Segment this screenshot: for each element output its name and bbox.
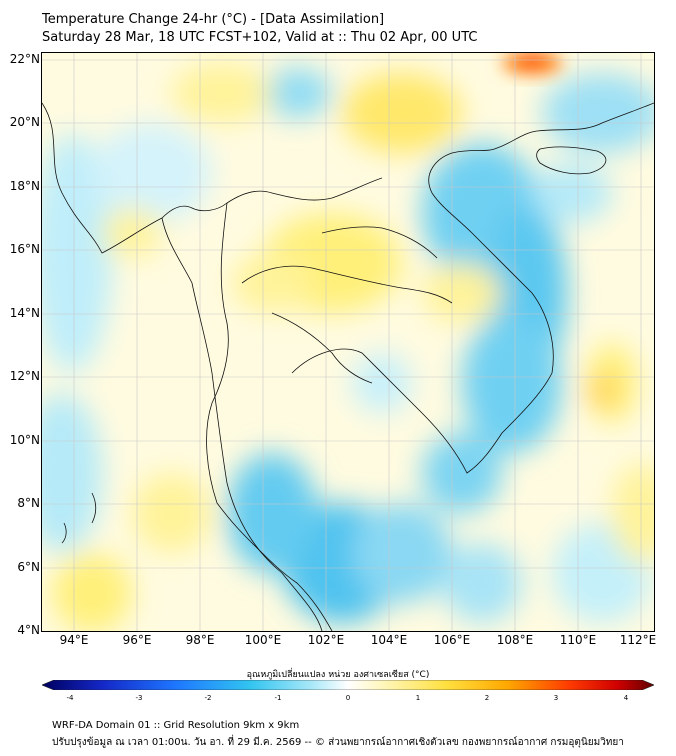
map-canvas: [42, 53, 654, 631]
colorbar-tick: -3: [135, 694, 143, 702]
lon-label-110: 110°E: [559, 633, 597, 647]
colorbar-tick: -4: [66, 694, 74, 702]
map-subtitle: Saturday 28 Mar, 18 UTC FCST+102, Valid …: [42, 30, 478, 45]
footer-update-info: ปรับปรุงข้อมูล ณ เวลา 01:00น. วัน อา. ที…: [52, 737, 624, 748]
lon-label-98: 98°E: [185, 633, 215, 647]
colorbar-tick: -2: [204, 694, 212, 702]
lon-label-106: 106°E: [433, 633, 471, 647]
colorbar-tick: -1: [274, 694, 282, 702]
temperature-change-map: [41, 52, 655, 632]
coastlines: [42, 102, 654, 631]
lon-label-96: 96°E: [122, 633, 152, 647]
lat-label-6: 6°N: [17, 560, 40, 574]
lat-label-14: 14°N: [9, 306, 40, 320]
lat-label-4: 4°N: [17, 623, 40, 637]
colorbar-title: อุณหภูมิเปลี่ยนแปลง หน่วย องศาเซลเซียส (…: [246, 670, 430, 680]
lat-label-20: 20°N: [9, 115, 40, 129]
lat-label-22: 22°N: [9, 52, 40, 66]
lat-label-10: 10°N: [9, 433, 40, 447]
colorbar-tick: 3: [553, 694, 559, 702]
footer-model-info: WRF-DA Domain 01 :: Grid Resolution 9km …: [52, 720, 300, 731]
lon-label-112: 112°E: [619, 633, 657, 647]
gridlines: [42, 53, 654, 631]
lon-label-102: 102°E: [307, 633, 345, 647]
lat-label-16: 16°N: [9, 242, 40, 256]
lon-label-108: 108°E: [496, 633, 534, 647]
colorbar-tick: 2: [484, 694, 490, 702]
lon-label-104: 104°E: [370, 633, 408, 647]
lon-label-100: 100°E: [244, 633, 282, 647]
hot-spot: [502, 53, 562, 75]
lat-label-18: 18°N: [9, 179, 40, 193]
colorbar-tick: 4: [623, 694, 629, 702]
lat-label-12: 12°N: [9, 369, 40, 383]
colorbar: [42, 680, 654, 690]
map-title: Temperature Change 24-hr (°C) - [Data As…: [42, 12, 385, 27]
lat-label-8: 8°N: [17, 496, 40, 510]
colorbar-tick: 0: [345, 694, 351, 702]
temperature-field: [42, 63, 654, 631]
colorbar-tick: 1: [415, 694, 421, 702]
lon-label-94: 94°E: [59, 633, 89, 647]
